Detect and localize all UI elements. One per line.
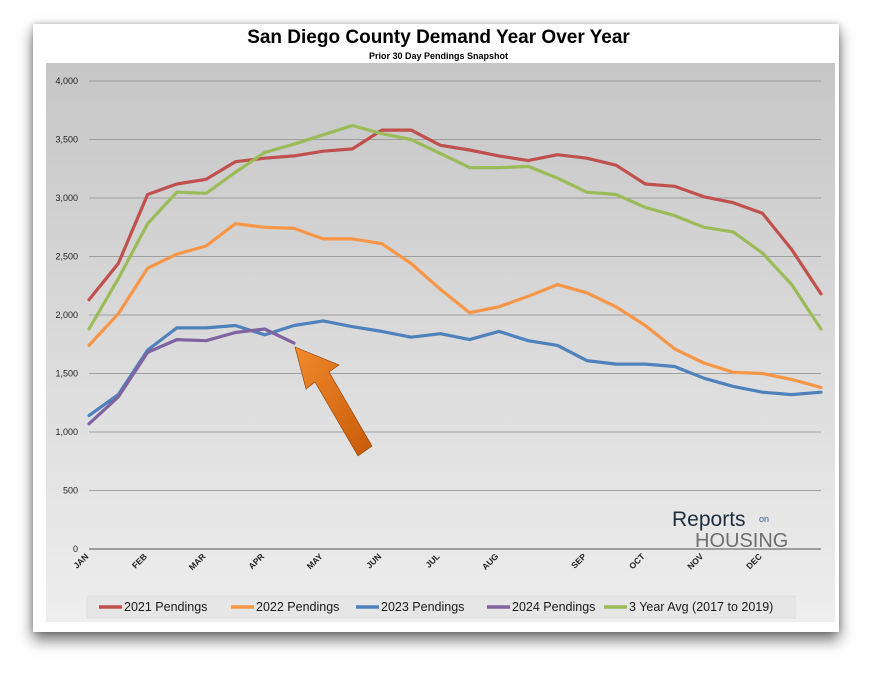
y-tick-label: 0 — [73, 544, 78, 554]
gridlines — [89, 80, 821, 550]
y-tick-label: 3,000 — [55, 193, 78, 203]
y-tick-label: 1,500 — [55, 369, 78, 379]
y-tick-label: 1,000 — [55, 427, 78, 437]
series-line — [87, 222, 823, 390]
chart-title: San Diego County Demand Year Over Year — [247, 27, 630, 48]
reports-on-housing-logo: Reports on HOUSING — [672, 508, 788, 552]
y-tick-label: 500 — [63, 486, 78, 496]
logo-housing: HOUSING — [695, 530, 788, 552]
chart-subtitle: Prior 30 Day Pendings Snapshot — [368, 51, 509, 61]
y-tick-label: 3,500 — [55, 135, 78, 145]
series-lines — [87, 123, 823, 426]
annotation-arrow — [294, 346, 373, 457]
y-tick-label: 2,000 — [55, 310, 78, 320]
y-tick-label: 2,500 — [55, 252, 78, 262]
legend-label: 2023 Pendings — [381, 600, 464, 614]
y-axis: 0 500 1,000 1,500 2,000 2,500 3,000 3,500 4,000 — [55, 76, 78, 554]
legend-box — [86, 595, 796, 619]
y-tick-label: 4,000 — [55, 76, 78, 86]
legend-label: 2021 Pendings — [124, 600, 207, 614]
series-line — [87, 319, 823, 418]
legend-label: 2022 Pendings — [256, 600, 339, 614]
legend: 2021 Pendings 2022 Pendings 2023 Pendings 2… — [99, 600, 773, 614]
legend-label: 3 Year Avg (2017 to 2019) — [629, 600, 773, 614]
series-line — [87, 128, 823, 302]
series-line — [87, 123, 823, 331]
chart-frame — [46, 63, 835, 622]
annotation-arrow-shape — [294, 346, 373, 457]
logo-reports: Reports — [672, 508, 746, 531]
series-line — [87, 327, 296, 426]
legend-label: 2024 Pendings — [512, 600, 595, 614]
logo-on: on — [759, 514, 769, 524]
